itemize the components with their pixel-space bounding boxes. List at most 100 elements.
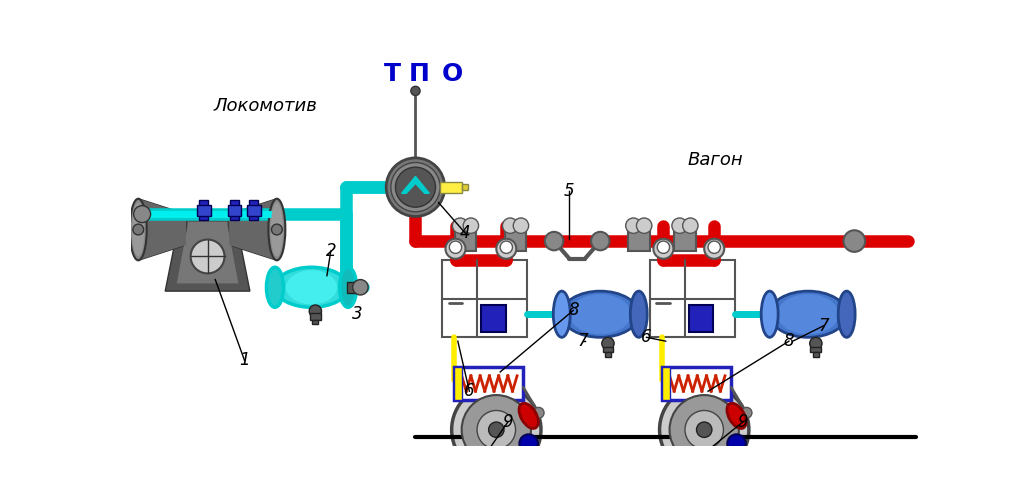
- Circle shape: [659, 385, 749, 474]
- Circle shape: [591, 232, 609, 250]
- Bar: [689, 305, 714, 332]
- Circle shape: [545, 232, 563, 250]
- Bar: [454, 367, 523, 400]
- Bar: [628, 231, 649, 251]
- Ellipse shape: [266, 267, 284, 307]
- Circle shape: [653, 239, 674, 259]
- Text: 5: 5: [564, 182, 574, 200]
- Circle shape: [190, 239, 224, 274]
- Ellipse shape: [727, 403, 746, 428]
- Ellipse shape: [132, 202, 144, 257]
- Bar: [462, 184, 468, 190]
- Bar: [199, 200, 208, 220]
- Bar: [662, 367, 731, 400]
- Circle shape: [708, 241, 720, 254]
- Text: 9: 9: [737, 413, 748, 431]
- Circle shape: [309, 305, 322, 317]
- Circle shape: [696, 422, 712, 437]
- Bar: [454, 367, 462, 400]
- Ellipse shape: [569, 294, 631, 334]
- Polygon shape: [229, 199, 276, 261]
- Polygon shape: [229, 199, 276, 261]
- Polygon shape: [401, 176, 429, 193]
- Circle shape: [352, 280, 368, 295]
- Circle shape: [657, 241, 670, 254]
- Circle shape: [133, 224, 143, 235]
- Ellipse shape: [562, 291, 639, 337]
- Circle shape: [844, 230, 865, 252]
- Polygon shape: [165, 214, 250, 291]
- Bar: [442, 261, 527, 337]
- Bar: [197, 205, 211, 215]
- Bar: [312, 320, 318, 324]
- Circle shape: [477, 410, 515, 449]
- Circle shape: [519, 434, 538, 453]
- Bar: [505, 231, 526, 251]
- Text: 9: 9: [503, 413, 513, 431]
- Polygon shape: [177, 222, 239, 284]
- Circle shape: [134, 205, 151, 222]
- Circle shape: [626, 218, 641, 233]
- Text: Вагон: Вагон: [688, 151, 743, 169]
- Circle shape: [513, 218, 528, 233]
- Bar: [650, 261, 735, 337]
- Text: 6: 6: [641, 328, 651, 346]
- Bar: [674, 231, 695, 251]
- Bar: [813, 352, 819, 357]
- Text: 7: 7: [578, 332, 588, 350]
- Text: 8: 8: [568, 302, 579, 319]
- Polygon shape: [138, 199, 186, 261]
- Ellipse shape: [553, 291, 570, 337]
- Ellipse shape: [340, 267, 356, 307]
- Bar: [455, 231, 476, 251]
- Text: 2: 2: [326, 242, 336, 260]
- Circle shape: [683, 218, 698, 233]
- Circle shape: [395, 167, 435, 207]
- Ellipse shape: [839, 291, 855, 337]
- Circle shape: [445, 239, 466, 259]
- Text: Т: Т: [384, 62, 400, 86]
- Bar: [230, 200, 240, 220]
- Circle shape: [727, 434, 745, 453]
- Text: П: П: [409, 62, 430, 86]
- Circle shape: [463, 218, 478, 233]
- Ellipse shape: [130, 199, 146, 261]
- Circle shape: [271, 224, 283, 235]
- Bar: [346, 282, 361, 293]
- Bar: [247, 205, 261, 215]
- Bar: [227, 205, 242, 215]
- Circle shape: [741, 407, 752, 418]
- Bar: [310, 314, 321, 320]
- Ellipse shape: [286, 270, 337, 304]
- Circle shape: [670, 395, 739, 464]
- Ellipse shape: [777, 294, 839, 334]
- Ellipse shape: [770, 291, 847, 337]
- Bar: [605, 352, 611, 357]
- Bar: [249, 200, 258, 220]
- Text: 3: 3: [352, 305, 364, 323]
- Text: 6: 6: [464, 382, 475, 400]
- Bar: [662, 367, 670, 400]
- Text: 1: 1: [240, 351, 250, 369]
- Circle shape: [411, 86, 420, 96]
- Circle shape: [386, 158, 444, 216]
- Bar: [440, 182, 462, 192]
- Circle shape: [453, 218, 468, 233]
- Ellipse shape: [519, 403, 539, 428]
- Text: О: О: [441, 62, 463, 86]
- Ellipse shape: [631, 291, 647, 337]
- Circle shape: [637, 218, 652, 233]
- Ellipse shape: [268, 199, 286, 261]
- Circle shape: [810, 337, 822, 350]
- Circle shape: [705, 239, 724, 259]
- Polygon shape: [138, 199, 186, 261]
- Circle shape: [602, 337, 614, 350]
- Circle shape: [462, 395, 531, 464]
- Circle shape: [452, 385, 541, 474]
- Circle shape: [450, 241, 462, 254]
- Bar: [810, 347, 821, 352]
- Circle shape: [391, 162, 440, 212]
- Bar: [481, 305, 506, 332]
- Bar: [602, 347, 613, 352]
- Circle shape: [488, 422, 504, 437]
